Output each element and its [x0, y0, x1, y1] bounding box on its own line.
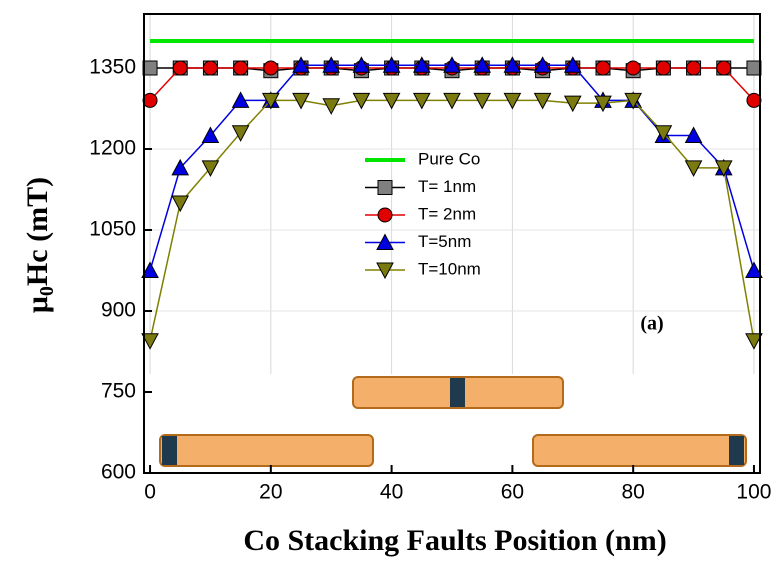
y-tick-label: 1350: [89, 56, 136, 79]
marker: [201, 160, 220, 177]
y-label-sub: 0: [36, 286, 58, 296]
marker: [231, 125, 250, 142]
marker: [352, 92, 371, 110]
annotation: (a): [640, 313, 663, 335]
marker: [322, 56, 341, 73]
y-tick-label: 1050: [89, 218, 136, 241]
marker: [263, 60, 279, 76]
marker: [233, 60, 249, 76]
marker: [382, 56, 401, 73]
fault: [729, 436, 744, 465]
marker: [412, 92, 431, 110]
marker: [201, 126, 220, 143]
marker: [171, 195, 190, 213]
marker: [746, 92, 762, 108]
layer: [532, 434, 747, 467]
marker: [376, 262, 394, 280]
plot-frame: [143, 13, 761, 474]
marker: [141, 261, 159, 278]
marker: [292, 56, 310, 73]
marker: [261, 92, 280, 110]
marker: [376, 233, 394, 250]
marker: [231, 91, 250, 108]
inset-schematic: [159, 376, 747, 467]
marker: [625, 60, 641, 76]
y-tick-label: 600: [101, 461, 136, 484]
marker: [142, 92, 158, 108]
y-tick-label: 750: [101, 380, 136, 403]
marker: [595, 60, 611, 76]
marker: [533, 56, 552, 73]
x-tick-label: 60: [501, 481, 524, 504]
marker: [172, 60, 188, 76]
marker: [322, 98, 341, 115]
marker: [654, 125, 673, 142]
marker: [503, 56, 522, 73]
marker: [443, 56, 461, 73]
marker: [142, 60, 158, 76]
marker: [746, 60, 762, 76]
marker: [563, 95, 582, 113]
marker: [745, 333, 763, 350]
legend-label: T= 1nm: [418, 177, 476, 196]
fault: [450, 378, 465, 407]
marker: [443, 92, 461, 110]
marker: [655, 60, 671, 76]
marker: [141, 333, 159, 350]
marker: [624, 92, 643, 110]
marker: [684, 126, 703, 143]
legend-label: T=5nm: [418, 232, 471, 251]
x-tick-label: 100: [736, 481, 771, 504]
marker: [202, 60, 218, 76]
x-tick-label: 40: [380, 481, 403, 504]
marker: [686, 60, 702, 76]
legend-label: T= 2nm: [418, 204, 476, 223]
legend-label: T=10nm: [418, 259, 481, 278]
marker: [714, 160, 733, 177]
x-tick-label: 20: [259, 481, 282, 504]
marker: [377, 180, 393, 195]
marker: [594, 95, 612, 113]
legend-label: Pure Co: [418, 149, 480, 168]
y-label-part: Hc (mT): [21, 177, 54, 286]
marker: [473, 92, 492, 110]
x-tick-label: 80: [621, 481, 644, 504]
marker: [563, 56, 582, 73]
marker: [292, 92, 310, 110]
marker: [412, 56, 431, 73]
marker: [171, 158, 190, 176]
marker: [684, 160, 703, 177]
x-tick-label: 0: [144, 481, 156, 504]
y-tick-label: 900: [101, 299, 136, 322]
y-label-part: μ: [21, 296, 54, 313]
marker: [503, 92, 522, 110]
x-axis-label: Co Stacking Faults Position (nm): [243, 524, 666, 557]
marker: [716, 60, 732, 76]
y-tick-label: 1200: [89, 137, 136, 160]
fault: [162, 436, 177, 465]
marker: [745, 261, 763, 278]
marker: [533, 92, 552, 110]
y-axis-label: μ0Hc (mT): [21, 177, 58, 313]
marker: [352, 56, 371, 73]
layer: [159, 434, 374, 467]
marker: [473, 56, 492, 73]
marker: [377, 207, 393, 223]
marker: [382, 92, 401, 110]
